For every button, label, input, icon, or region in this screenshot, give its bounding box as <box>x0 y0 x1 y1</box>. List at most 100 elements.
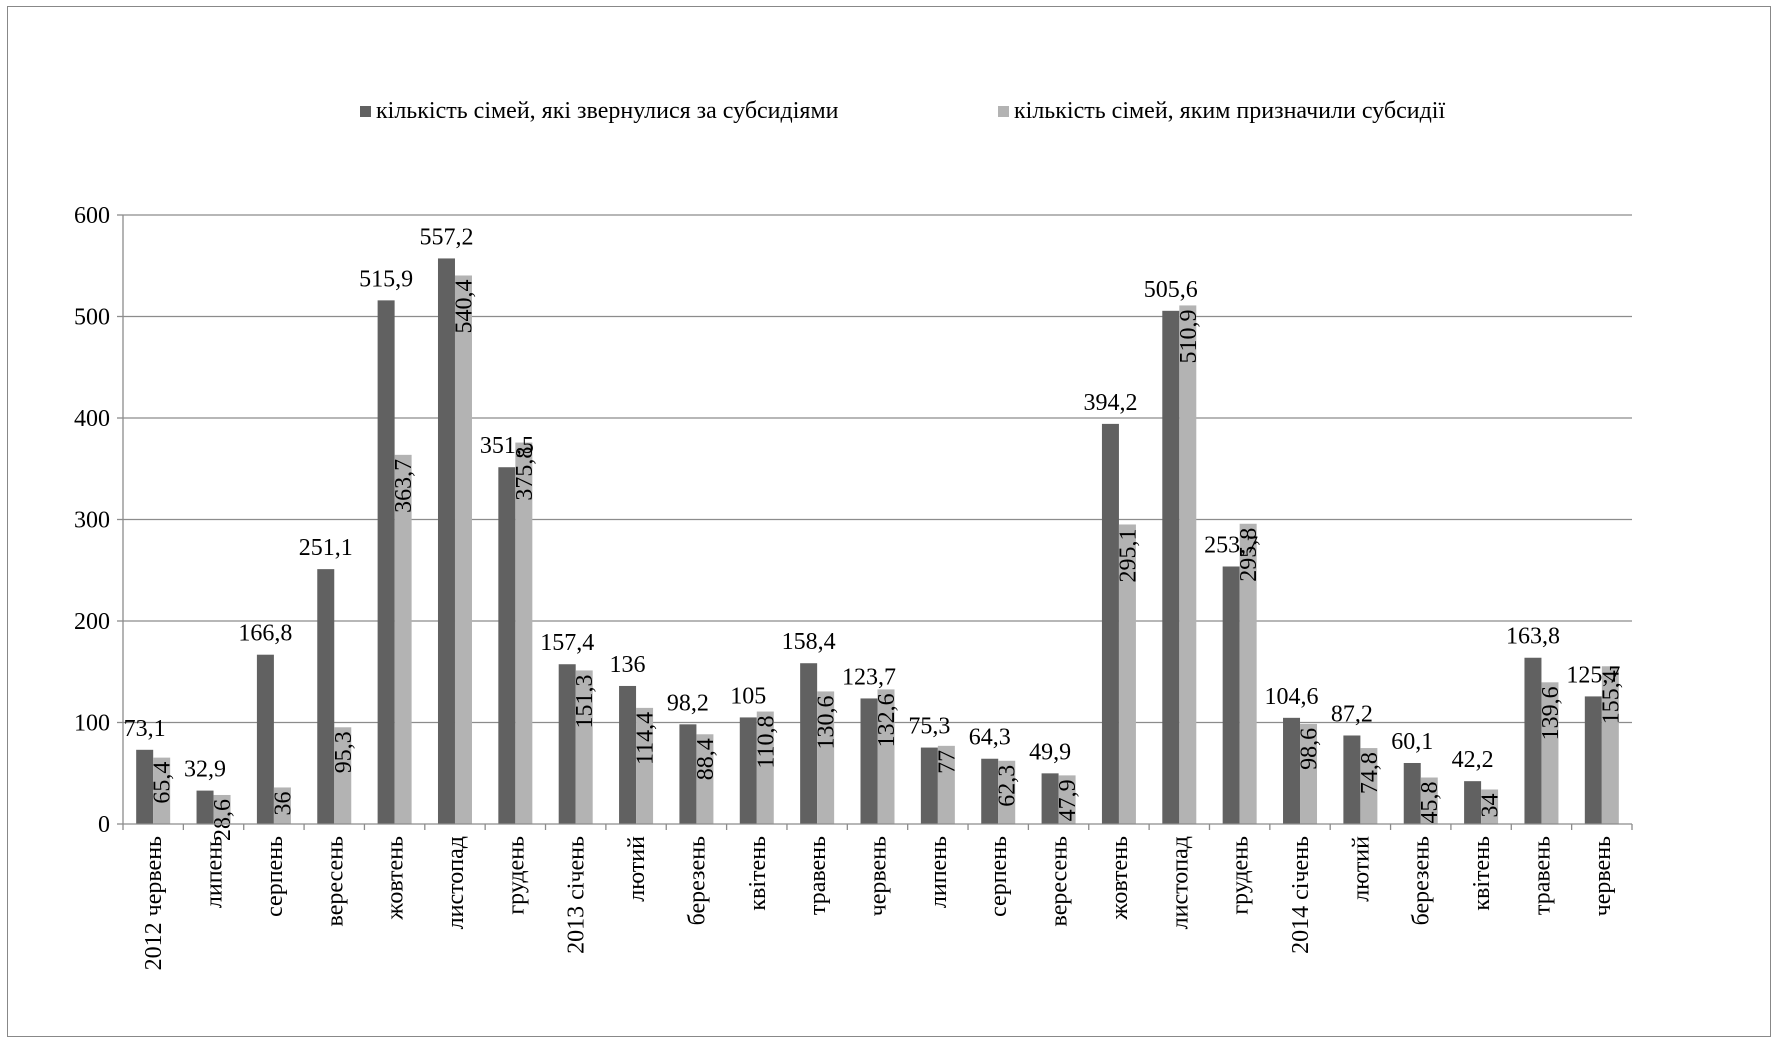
data-label-applied: 351,5 <box>480 433 534 459</box>
bar-granted <box>756 711 774 824</box>
bar-applied <box>1041 773 1059 824</box>
x-tick-label: травень <box>805 836 831 915</box>
data-label-applied: 75,3 <box>908 714 950 740</box>
legend-label-applied: кількість сімей, які звернулися за субси… <box>376 98 839 124</box>
bar-applied <box>1101 423 1119 824</box>
bar-applied <box>196 790 214 824</box>
bar-applied <box>317 569 335 824</box>
bar-granted <box>1179 305 1197 824</box>
data-label-applied: 42,2 <box>1452 747 1494 773</box>
data-label-granted: 110,8 <box>753 716 779 769</box>
chart-frame <box>7 6 1771 1037</box>
x-tick-label: жовтень <box>383 836 409 921</box>
data-label-granted: 62,3 <box>995 765 1021 807</box>
data-label-applied: 73,1 <box>124 716 166 742</box>
y-axis: 0 100 200 300 400 500 600 <box>74 203 124 838</box>
x-tick-label: грудень <box>503 836 529 915</box>
data-label-applied: 157,4 <box>540 630 594 656</box>
bar-applied <box>619 685 637 824</box>
bar-granted <box>454 275 472 824</box>
x-tick-label: 2014 січень <box>1288 836 1314 954</box>
data-label-applied: 158,4 <box>782 629 836 655</box>
legend-swatch-applied <box>360 106 371 117</box>
bar-granted <box>1481 789 1499 824</box>
bar-granted <box>273 787 291 824</box>
data-label-applied: 557,2 <box>419 224 473 250</box>
bar-granted <box>998 760 1016 824</box>
bar-applied <box>981 758 999 824</box>
bar-granted <box>394 454 412 824</box>
bar-applied <box>1283 717 1301 824</box>
gridlines <box>123 214 1632 724</box>
data-label-granted: 510,9 <box>1176 309 1202 363</box>
data-labels: 73,1 65,4 32,9 28,6 166,8 36 251,1 95,3 515,9 363… <box>124 224 1625 841</box>
bar-granted <box>1300 723 1318 824</box>
bar-applied <box>679 724 697 824</box>
data-label-granted: 74,8 <box>1357 752 1383 794</box>
data-label-granted: 540,4 <box>451 279 477 333</box>
data-label-applied: 105 <box>730 683 766 709</box>
bar-applied <box>920 747 938 824</box>
data-label-granted: 28,6 <box>210 799 236 841</box>
y-tick-label: 100 <box>74 711 110 737</box>
bar-granted <box>877 689 895 824</box>
bar-granted <box>1541 682 1559 824</box>
x-tick-label: грудень <box>1228 836 1254 915</box>
x-tick-label: листопад <box>443 836 469 929</box>
bar-granted <box>1601 666 1619 824</box>
data-label-granted: 295,1 <box>1115 528 1141 582</box>
chart-legend: кількість сімей, які звернулися за субси… <box>0 98 1778 128</box>
bar-granted <box>575 670 593 824</box>
x-tick-label: серпень <box>986 836 1012 917</box>
data-label-granted: 36 <box>270 791 296 815</box>
bar-granted <box>1360 748 1378 824</box>
data-label-granted: 130,6 <box>814 695 840 749</box>
data-label-applied: 163,8 <box>1506 624 1560 650</box>
bar-applied <box>1162 310 1180 824</box>
bar-granted <box>1118 524 1136 824</box>
x-tick-label: липень <box>926 836 952 908</box>
bar-applied <box>437 258 455 824</box>
data-label-granted: 363,7 <box>391 459 417 513</box>
data-label-applied: 136 <box>610 652 646 678</box>
bar-applied <box>739 717 757 824</box>
bar-granted <box>817 691 835 824</box>
data-label-applied: 60,1 <box>1391 729 1433 755</box>
bar-applied <box>558 664 576 824</box>
x-tick-label: червень <box>866 836 892 916</box>
data-label-applied: 49,9 <box>1029 739 1071 765</box>
data-label-granted: 34 <box>1478 793 1504 817</box>
x-tick-label: лютий <box>1348 836 1374 902</box>
bar-applied <box>1524 657 1542 824</box>
bar-granted <box>696 734 714 824</box>
bar-applied <box>1464 781 1482 824</box>
x-tick-label: серпень <box>262 836 288 917</box>
bar-applied <box>256 654 274 824</box>
data-label-granted: 114,4 <box>633 712 659 765</box>
data-label-granted: 77 <box>934 750 960 774</box>
data-label-applied: 32,9 <box>184 757 226 783</box>
bar-applied <box>1584 696 1602 824</box>
bar-applied <box>498 467 516 824</box>
y-tick-label: 300 <box>74 508 110 534</box>
data-label-applied: 104,6 <box>1265 684 1319 710</box>
y-tick-label: 600 <box>74 203 110 229</box>
data-label-granted: 45,8 <box>1417 782 1443 824</box>
legend-swatch-granted <box>998 106 1009 117</box>
data-label-granted: 95,3 <box>331 731 357 773</box>
bar-granted <box>153 757 171 824</box>
x-tick-label: липень <box>202 836 228 908</box>
legend-item-granted: кількість сімей, яким призначили субсиді… <box>998 98 1445 125</box>
data-label-granted: 155,4 <box>1598 670 1624 724</box>
bar-applied <box>377 300 395 824</box>
data-label-granted: 295,8 <box>1236 528 1262 582</box>
bar-granted <box>937 745 955 824</box>
x-tick-label: листопад <box>1167 836 1193 929</box>
x-tick-label: квітень <box>1469 836 1495 911</box>
bar-applied <box>1343 735 1361 824</box>
bar-granted <box>1058 775 1076 824</box>
x-tick-label: 2012 червень <box>141 836 167 970</box>
bar-granted <box>636 707 654 824</box>
bar-applied <box>860 698 878 824</box>
